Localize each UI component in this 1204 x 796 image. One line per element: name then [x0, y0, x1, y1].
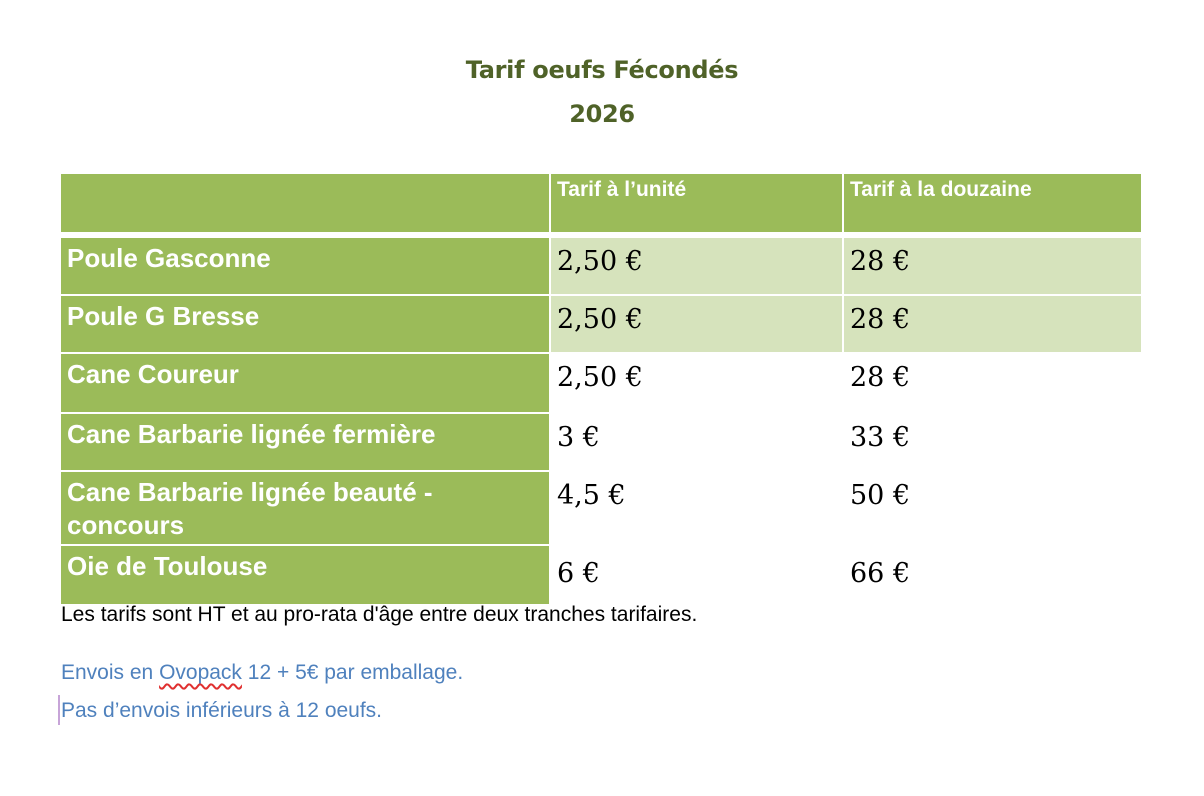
- price-table: Tarif à l’unité Tarif à la douzaine Poul…: [61, 174, 1141, 604]
- misspelled-word[interactable]: Ovopack: [159, 661, 242, 684]
- breed-label: Cane Coureur: [61, 354, 551, 412]
- breed-label: Poule G Bresse: [61, 296, 551, 352]
- table-row: Oie de Toulouse 6 € 66 €: [61, 546, 1141, 604]
- table-row: Cane Barbarie lignée fermière 3 € 33 €: [61, 414, 1141, 472]
- unit-price: 2,50 €: [551, 238, 844, 294]
- dozen-price: 66 €: [850, 558, 911, 589]
- table-header-row: Tarif à l’unité Tarif à la douzaine: [61, 174, 1141, 234]
- shipping-note-end: 12 + 5€ par emballage.: [241, 661, 464, 684]
- minimum-order-note[interactable]: Pas d’envois inférieurs à 12 oeufs.: [61, 699, 383, 722]
- dozen-price: 28 €: [844, 238, 1141, 294]
- breed-label: Oie de Toulouse: [61, 546, 551, 604]
- breed-label: Poule Gasconne: [61, 238, 551, 294]
- table-row: Cane Coureur 2,50 € 28 €: [61, 354, 1141, 414]
- unit-price: 3 €: [551, 414, 844, 470]
- text-cursor: [58, 695, 60, 725]
- table-row: Poule Gasconne 2,50 € 28 €: [61, 238, 1141, 296]
- breed-label: Cane Barbarie lignée fermière: [61, 414, 551, 470]
- table-row: Poule G Bresse 2,50 € 28 €: [61, 296, 1141, 354]
- dozen-price: 28 €: [844, 296, 1141, 352]
- dozen-price: 50 €: [850, 480, 911, 511]
- document-year: 2026: [569, 100, 635, 128]
- unit-price: 2,50 €: [551, 296, 844, 352]
- breed-label: Cane Barbarie lignée beauté - concours: [61, 472, 551, 544]
- shipping-note-start: Envois en: [61, 661, 160, 684]
- header-unit-price: Tarif à l’unité: [551, 174, 844, 232]
- header-dozen-price: Tarif à la douzaine: [844, 174, 1141, 232]
- document-title: Tarif oeufs Fécondés: [465, 56, 739, 84]
- dozen-price: 28 €: [850, 362, 911, 393]
- table-row: Cane Barbarie lignée beauté - concours 4…: [61, 472, 1141, 546]
- pricing-note: Les tarifs sont HT et au pro-rata d'âge …: [61, 603, 698, 626]
- unit-price: 6 €: [551, 546, 844, 604]
- shipping-note: Envois en Ovopack 12 + 5€ par emballage.: [61, 661, 463, 685]
- dozen-price: 33 €: [850, 422, 911, 453]
- unit-price: 4,5 €: [551, 472, 844, 544]
- header-empty-cell: [61, 174, 551, 232]
- unit-price: 2,50 €: [551, 354, 844, 412]
